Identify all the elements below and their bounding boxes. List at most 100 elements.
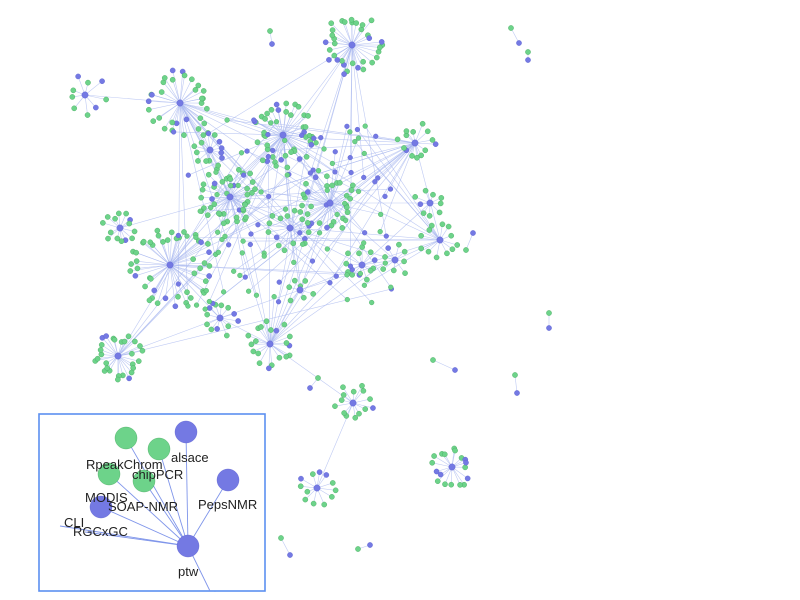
package-node[interactable] [224, 117, 230, 123]
package-node[interactable] [236, 166, 242, 173]
package-node[interactable] [302, 496, 309, 503]
package-node[interactable] [262, 116, 268, 122]
package-node[interactable] [382, 254, 388, 260]
package-node[interactable] [258, 189, 264, 195]
package-node[interactable] [224, 332, 230, 339]
package-node[interactable] [297, 483, 304, 490]
tool-node[interactable] [307, 385, 313, 391]
package-node[interactable] [227, 176, 234, 182]
hub-node[interactable] [206, 146, 214, 154]
package-node[interactable] [361, 150, 367, 157]
tool-node[interactable] [275, 299, 282, 305]
package-node[interactable] [225, 304, 231, 311]
hub-node[interactable] [216, 314, 224, 322]
package-node[interactable] [315, 375, 321, 381]
package-node[interactable] [329, 182, 335, 189]
package-node[interactable] [348, 187, 355, 193]
package-node[interactable] [129, 235, 135, 242]
package-node[interactable] [255, 350, 262, 357]
package-node[interactable] [249, 179, 256, 185]
package-node[interactable] [264, 142, 271, 149]
package-node[interactable] [401, 248, 408, 255]
package-node[interactable] [439, 221, 446, 228]
package-node[interactable] [329, 32, 336, 39]
package-node[interactable] [185, 303, 191, 309]
tool-node[interactable] [309, 258, 316, 264]
tool-node[interactable] [211, 180, 218, 187]
package-node[interactable] [154, 227, 161, 234]
tool-node[interactable] [219, 155, 225, 161]
package-node[interactable] [111, 336, 118, 343]
package-node[interactable] [164, 237, 171, 243]
package-node[interactable] [304, 211, 311, 217]
package-node[interactable] [343, 217, 349, 223]
package-node[interactable] [118, 238, 125, 244]
tool-node[interactable] [299, 132, 305, 138]
package-node[interactable] [222, 233, 228, 239]
tool-node[interactable] [296, 156, 303, 162]
package-node[interactable] [175, 293, 181, 300]
tool-node[interactable] [149, 92, 155, 98]
package-node[interactable] [270, 154, 276, 160]
package-node[interactable] [344, 209, 351, 216]
package-node[interactable] [266, 220, 273, 227]
package-node[interactable] [199, 95, 205, 102]
tool-node[interactable] [103, 333, 109, 339]
tool-node[interactable] [242, 274, 248, 280]
package-node[interactable] [204, 321, 210, 328]
tool-node[interactable] [145, 98, 152, 105]
tool-node[interactable] [151, 287, 158, 294]
package-node[interactable] [418, 232, 424, 239]
package-node[interactable] [100, 220, 106, 226]
package-node[interactable] [139, 347, 146, 354]
package-node[interactable] [128, 261, 134, 267]
package-node[interactable] [215, 229, 221, 235]
tool-node[interactable] [247, 241, 253, 248]
tool-node[interactable] [311, 135, 317, 141]
package-node[interactable] [70, 87, 77, 94]
package-node[interactable] [195, 158, 201, 164]
hub-node[interactable] [166, 261, 174, 269]
package-node[interactable] [128, 369, 135, 376]
tool-node[interactable] [206, 305, 213, 311]
package-node[interactable] [334, 211, 340, 218]
package-node[interactable] [329, 160, 336, 167]
package-node[interactable] [282, 152, 289, 159]
inset-node[interactable] [132, 469, 156, 493]
package-node[interactable] [291, 277, 298, 284]
tool-node[interactable] [385, 245, 391, 251]
package-node[interactable] [131, 228, 138, 235]
tool-node[interactable] [470, 230, 476, 236]
package-node[interactable] [348, 16, 355, 23]
package-node[interactable] [126, 220, 133, 227]
package-node[interactable] [316, 230, 323, 236]
package-node[interactable] [362, 123, 368, 129]
tool-node[interactable] [341, 71, 347, 77]
package-node[interactable] [343, 260, 350, 267]
package-node[interactable] [345, 250, 351, 257]
package-node[interactable] [429, 137, 436, 143]
package-node[interactable] [158, 89, 165, 95]
package-node[interactable] [430, 357, 436, 363]
package-node[interactable] [452, 447, 458, 454]
tool-node[interactable] [93, 104, 99, 111]
package-node[interactable] [264, 110, 270, 117]
package-node[interactable] [199, 186, 206, 193]
package-node[interactable] [205, 171, 212, 178]
package-node[interactable] [253, 338, 259, 344]
package-node[interactable] [268, 106, 275, 113]
package-node[interactable] [441, 451, 448, 458]
package-node[interactable] [233, 214, 240, 221]
package-node[interactable] [169, 119, 176, 126]
package-node[interactable] [445, 223, 452, 230]
package-node[interactable] [283, 109, 289, 115]
tool-node[interactable] [171, 129, 177, 135]
package-node[interactable] [355, 188, 362, 195]
package-node[interactable] [425, 248, 432, 255]
package-node[interactable] [283, 206, 289, 212]
tool-node[interactable] [273, 234, 280, 241]
hub-node[interactable] [296, 286, 304, 294]
package-node[interactable] [256, 360, 263, 366]
tool-node[interactable] [348, 169, 354, 176]
